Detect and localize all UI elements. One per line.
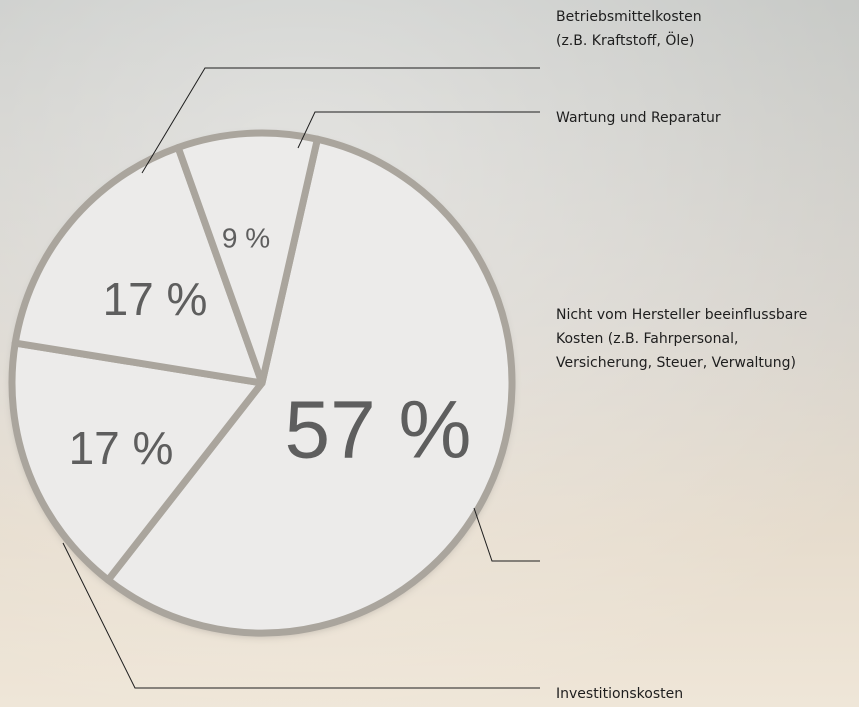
chart: 57 % Nicht vom Hersteller beeinflussbare K…: [0, 0, 859, 707]
value-label: 17 %: [69, 422, 174, 474]
category-label: Nicht vom Hersteller beeinflussbare: [556, 307, 807, 323]
pie: [12, 133, 512, 633]
value-label: 17 %: [103, 273, 208, 325]
value-label: 9 %: [222, 222, 270, 253]
category-label: Wartung und Reparatur: [556, 110, 721, 126]
value-label: 57 %: [285, 385, 472, 476]
category-label: Investitionskosten: [556, 686, 683, 702]
category-label: (z.B. Kraftstoff, Öle): [556, 31, 694, 49]
category-label: Kosten (z.B. Fahrpersonal,: [556, 331, 738, 347]
category-label: Betriebsmittelkosten: [556, 9, 702, 25]
category-label: Versicherung, Steuer, Verwaltung): [556, 355, 796, 371]
